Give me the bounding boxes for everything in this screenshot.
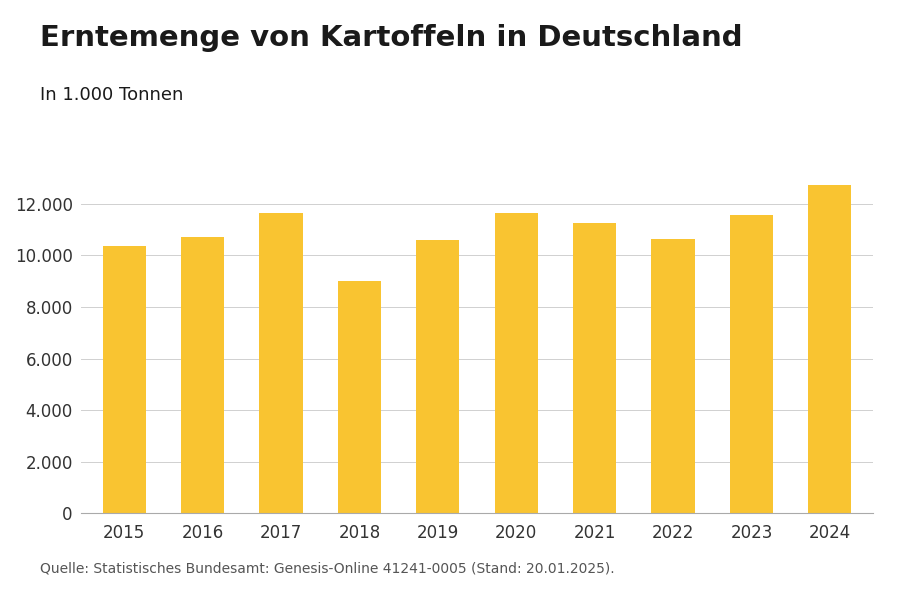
Text: In 1.000 Tonnen: In 1.000 Tonnen [40,86,184,104]
Text: Quelle: Statistisches Bundesamt: Genesis-Online 41241-0005 (Stand: 20.01.2025).: Quelle: Statistisches Bundesamt: Genesis… [40,561,615,575]
Bar [573,223,616,513]
Bar [338,281,381,513]
Bar [652,239,695,513]
Bar [495,213,538,513]
Text: Erntemenge von Kartoffeln in Deutschland: Erntemenge von Kartoffeln in Deutschland [40,24,743,51]
Bar [259,213,302,513]
Bar [181,237,224,513]
Bar [103,247,146,513]
Bar [808,185,851,513]
Bar [416,240,459,513]
Bar [730,215,773,513]
